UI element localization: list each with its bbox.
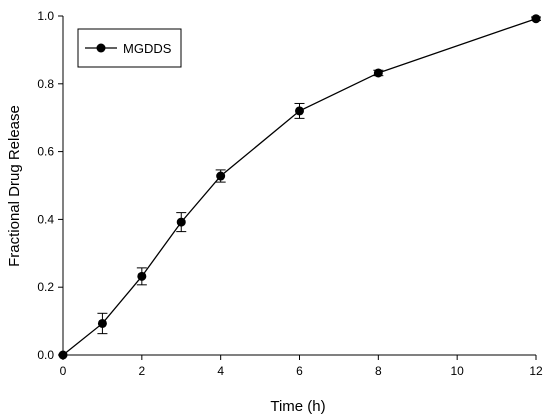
x-tick-label: 8 (375, 364, 382, 378)
x-tick-label: 12 (529, 364, 543, 378)
y-tick-label: 0.0 (37, 348, 54, 362)
data-point (97, 318, 107, 328)
x-tick-label: 4 (217, 364, 224, 378)
series-line (62, 18, 537, 356)
y-axis-ticks: 0.0 0.2 0.4 0.6 0.8 1.0 (37, 9, 63, 362)
data-point (58, 350, 68, 360)
data-point (176, 217, 186, 227)
data-point (295, 106, 304, 116)
y-tick-label: 0.8 (37, 77, 54, 91)
x-tick-label: 6 (296, 364, 303, 378)
legend: MGDDS (77, 28, 182, 68)
plot-area (58, 14, 541, 360)
data-point (531, 14, 541, 24)
y-tick-label: 1.0 (37, 9, 54, 23)
data-point (216, 171, 226, 181)
legend-marker (96, 43, 106, 53)
data-point (373, 68, 383, 78)
data-point (137, 271, 147, 281)
y-axis-title: Fractional Drug Release (6, 105, 23, 267)
legend-label: MGDDS (123, 41, 172, 56)
x-tick-label: 2 (138, 364, 145, 378)
y-tick-label: 0.6 (37, 145, 54, 159)
x-tick-label: 0 (60, 364, 67, 378)
x-axis-title: Time (h) (270, 398, 325, 415)
x-tick-label: 10 (450, 364, 464, 378)
y-tick-label: 0.2 (37, 280, 54, 294)
y-tick-label: 0.4 (37, 212, 54, 226)
x-axis-ticks: 0 2 4 6 8 10 12 (60, 355, 543, 378)
